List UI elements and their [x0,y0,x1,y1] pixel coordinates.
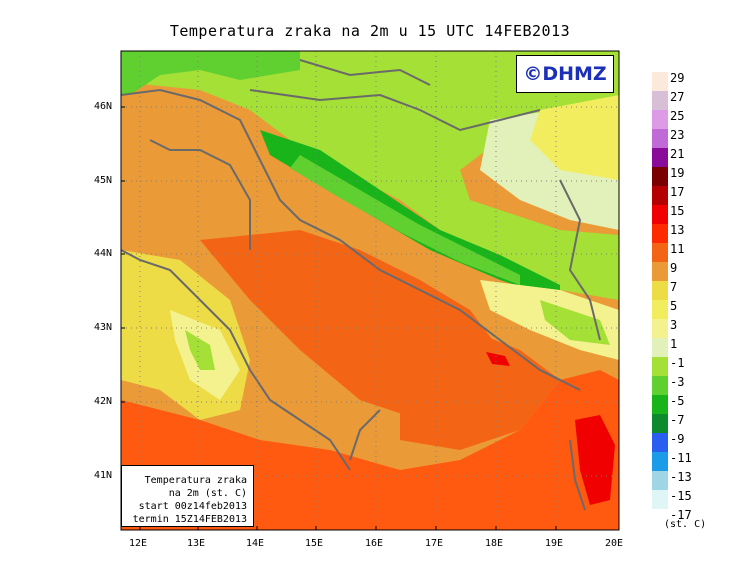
info-box: Temperatura zraka na 2m (st. C) start 00… [121,465,254,527]
legend-label: 17 [670,185,685,199]
legend-label: 25 [670,109,685,123]
dhmz-logo: ©DHMZ [516,55,614,93]
legend-label: 11 [670,242,685,256]
legend-swatch [652,148,668,167]
legend-swatch [652,186,668,205]
info-line-variable: Temperatura zraka [144,475,247,486]
legend-label: 19 [670,166,685,180]
lon-label-14e: 14E [246,538,265,549]
legend-swatch [652,395,668,414]
legend-swatch [652,319,668,338]
legend-label: 15 [670,204,685,218]
legend-swatch [652,509,668,528]
legend-swatch [652,471,668,490]
legend-swatch [652,414,668,433]
legend-swatch [652,338,668,357]
legend-swatch [652,490,668,509]
legend-label: -7 [670,413,685,427]
lon-label-19e: 19E [545,538,564,549]
lat-label-44n: 44N [94,248,113,259]
legend-label: 27 [670,90,685,104]
legend-label: -3 [670,375,685,389]
legend-label: 5 [670,299,678,313]
legend-swatch [652,110,668,129]
lat-label-43n: 43N [94,322,113,333]
lon-label-20e: 20E [605,538,624,549]
lat-label-42n: 42N [94,396,113,407]
legend-label: -9 [670,432,685,446]
info-line-start: start 00z14feb2013 [138,501,247,512]
legend-swatch [652,357,668,376]
legend-swatch [652,452,668,471]
legend-label: -13 [670,470,692,484]
legend-unit: (st. C) [664,519,707,530]
lon-label-15e: 15E [305,538,324,549]
legend-label: 3 [670,318,678,332]
legend-label: 21 [670,147,685,161]
legend-label: 23 [670,128,685,142]
legend-swatch [652,129,668,148]
legend-swatch [652,167,668,186]
lat-label-45n: 45N [94,175,113,186]
lon-label-13e: 13E [187,538,206,549]
info-line-units: na 2m (st. C) [168,488,247,499]
legend-swatch [652,224,668,243]
lon-label-16e: 16E [365,538,384,549]
legend-label: 13 [670,223,685,237]
lon-label-12e: 12E [129,538,148,549]
legend-swatch [652,243,668,262]
lon-label-17e: 17E [425,538,444,549]
map-title: Temperatura zraka na 2m u 15 UTC 14FEB20… [169,22,571,40]
legend-label: -11 [670,451,692,465]
legend-label: 29 [670,71,685,85]
color-legend [652,72,668,528]
legend-swatch [652,433,668,452]
legend-label: 7 [670,280,678,294]
legend-swatch [652,300,668,319]
lat-label-41n: 41N [94,470,113,481]
legend-label: -15 [670,489,692,503]
lat-label-46n: 46N [94,101,113,112]
legend-label: -17 [670,508,692,522]
legend-label: 1 [670,337,678,351]
legend-label: -1 [670,356,685,370]
legend-swatch [652,262,668,281]
lon-label-18e: 18E [485,538,504,549]
legend-swatch [652,376,668,395]
legend-label: 9 [670,261,678,275]
legend-swatch [652,72,668,91]
legend-swatch [652,205,668,224]
legend-swatch [652,281,668,300]
legend-swatch [652,91,668,110]
info-line-termin: termin 15Z14FEB2013 [132,514,247,525]
legend-label: -5 [670,394,685,408]
